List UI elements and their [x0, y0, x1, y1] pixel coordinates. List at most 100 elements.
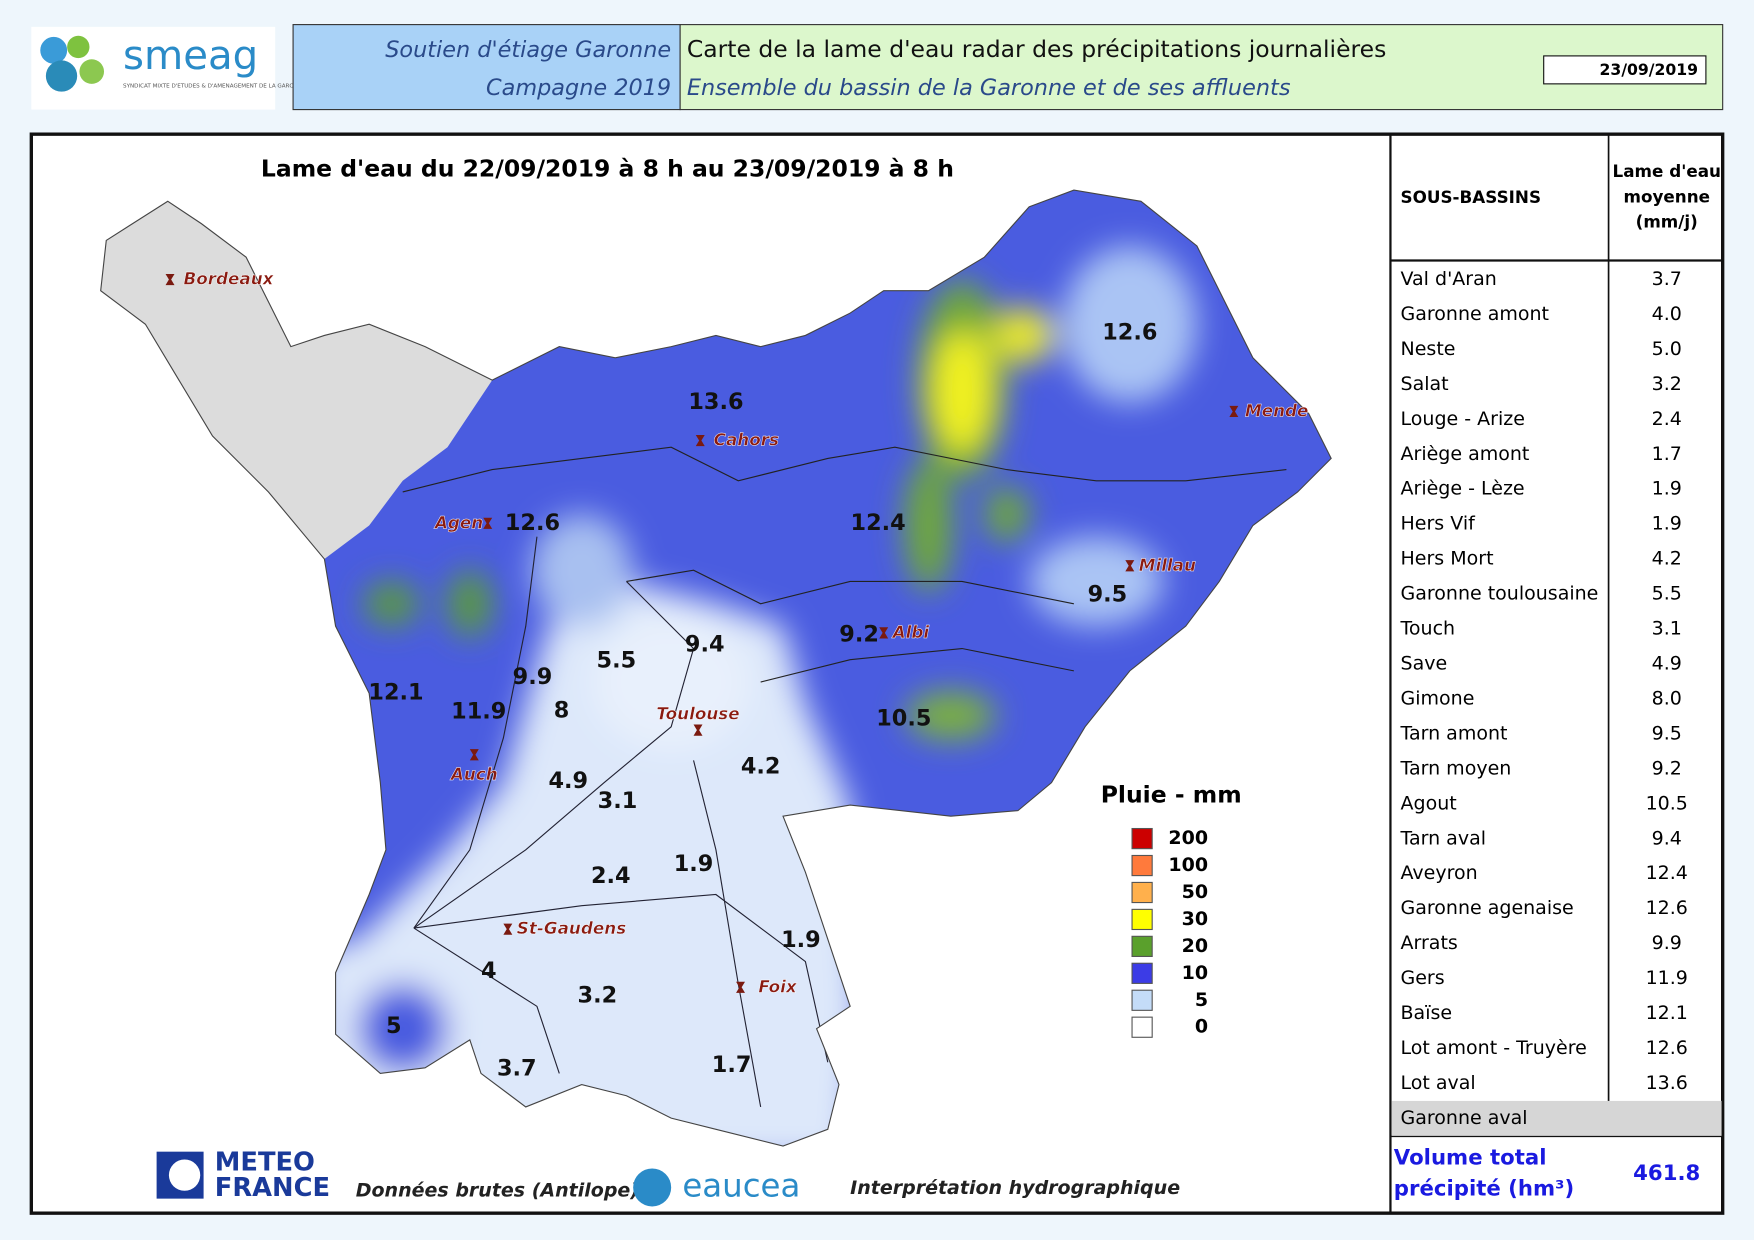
- logo-dot: [45, 60, 78, 92]
- date-box: [1543, 55, 1707, 85]
- table-header-value: (mm/j): [1636, 212, 1698, 232]
- row-value: 10.5: [1646, 792, 1688, 814]
- row-value: 4.2: [1652, 548, 1682, 570]
- row-value: 5.5: [1652, 583, 1682, 605]
- row-name: Louge - Arize: [1401, 408, 1525, 430]
- row-name: Lot amont - Truyère: [1401, 1037, 1587, 1059]
- row-value: 3.1: [1652, 618, 1682, 640]
- basin-value: 3.1: [598, 788, 638, 814]
- row-name: Garonne agenaise: [1401, 897, 1574, 919]
- campaign: Campagne 2019: [486, 75, 671, 101]
- row-name: Salat: [1401, 373, 1449, 395]
- row-name: Neste: [1401, 338, 1456, 360]
- basin-boundary: [402, 446, 1287, 493]
- logo-dot: [67, 35, 90, 59]
- basin-value: 4.9: [548, 768, 588, 794]
- place-marker: [483, 517, 493, 529]
- basin-boundary: [760, 647, 1074, 683]
- basin-value: 5.5: [597, 647, 637, 673]
- row-value: 12.6: [1646, 1037, 1688, 1059]
- total-label: précipité (hm³): [1394, 1177, 1574, 1202]
- meteo-logo-text: METEO: [215, 1147, 315, 1177]
- row-name: Aveyron: [1401, 862, 1478, 884]
- legend-swatch: [1131, 1016, 1153, 1038]
- footer-source: Données brutes (Antilope): [356, 1179, 639, 1201]
- place-label: Mende: [1245, 400, 1308, 420]
- legend-swatch: [1131, 962, 1153, 984]
- place-label: Bordeaux: [183, 269, 274, 289]
- basin-value: 8: [554, 698, 570, 724]
- row-value: 9.4: [1652, 827, 1682, 849]
- basin-value: 12.6: [505, 510, 560, 536]
- table-header-name: SOUS-BASSINS: [1401, 187, 1542, 207]
- basin-value: 12.4: [851, 510, 906, 536]
- place-marker: [1229, 405, 1239, 418]
- row-name: Val d'Aran: [1401, 268, 1497, 290]
- row-name: Garonne toulousaine: [1401, 583, 1599, 605]
- row-value: 8.0: [1652, 687, 1682, 709]
- row-shade: [1391, 1100, 1722, 1136]
- basin-value: 9.9: [513, 664, 553, 690]
- header-title: Carte de la lame d'eau radar des précipi…: [687, 35, 1386, 63]
- row-value: 1.9: [1652, 513, 1682, 535]
- table-header-value: Lame d'eau: [1613, 161, 1721, 181]
- logo-dot: [79, 59, 105, 84]
- basin-value: 12.1: [368, 680, 423, 706]
- legend-label: 100: [1168, 854, 1208, 876]
- row-name: Hers Mort: [1401, 548, 1494, 570]
- row-value: 4.9: [1652, 653, 1682, 675]
- place-label: Agen: [433, 512, 483, 532]
- header-left: [292, 24, 681, 111]
- basin-value: 9.2: [839, 622, 879, 648]
- place-marker: [693, 724, 703, 736]
- basin-value: 3.2: [578, 983, 618, 1009]
- program: Soutien d'étiage Garonne: [385, 37, 671, 63]
- row-name: Garonne aval: [1401, 1107, 1528, 1129]
- row-value: 3.2: [1652, 373, 1682, 395]
- row-name: Ariège - Lèze: [1401, 478, 1525, 500]
- place-label: Millau: [1139, 555, 1196, 575]
- row-name: Gimone: [1401, 687, 1475, 709]
- legend-swatch: [1131, 827, 1153, 850]
- legend-label: 30: [1182, 908, 1208, 930]
- footer-interpretation: Interprétation hydrographique: [850, 1177, 1180, 1199]
- place-marker: [736, 981, 746, 993]
- legend-swatch: [1131, 854, 1153, 877]
- basin-value: 13.6: [688, 389, 743, 415]
- row-name: Garonne amont: [1401, 303, 1550, 325]
- row-name: Tarn aval: [1400, 827, 1487, 849]
- place-marker: [879, 627, 889, 639]
- basin-value: 1.7: [712, 1052, 752, 1078]
- row-name: Gers: [1401, 967, 1445, 989]
- row-name: Hers Vif: [1401, 513, 1477, 535]
- logo-text: smeag: [123, 33, 258, 79]
- legend-label: 50: [1182, 881, 1208, 903]
- row-value: 13.6: [1646, 1072, 1688, 1094]
- basin-value: 9.4: [685, 632, 725, 658]
- row-value: 9.2: [1652, 757, 1682, 779]
- basin-outline: [100, 189, 1332, 1147]
- row-value: 3.7: [1652, 268, 1682, 290]
- row-value: 9.5: [1652, 722, 1682, 744]
- row-value: 1.9: [1652, 478, 1682, 500]
- row-value: 12.4: [1646, 862, 1688, 884]
- place-marker: [503, 923, 513, 935]
- row-value: 5.0: [1652, 338, 1682, 360]
- map-title: Lame d'eau du 22/09/2019 à 8 h au 23/09/…: [261, 154, 954, 182]
- basin-value: 4.2: [741, 754, 781, 780]
- header-subtitle: Ensemble du bassin de la Garonne et de s…: [687, 75, 1291, 101]
- eaucea-logo-mark: [633, 1168, 672, 1207]
- basin-value: 4: [481, 958, 497, 984]
- place-label: Albi: [891, 622, 930, 642]
- legend-title: Pluie - mm: [1101, 781, 1242, 809]
- row-name: Agout: [1401, 792, 1457, 814]
- total-value: 461.8: [1633, 1161, 1700, 1186]
- basin-value: 2.4: [591, 863, 631, 889]
- row-value: 1.7: [1652, 443, 1682, 465]
- rain-field: [313, 245, 1197, 1147]
- basin-value: 11.9: [451, 699, 506, 725]
- row-name: Save: [1401, 653, 1448, 675]
- basin-value: 1.9: [781, 927, 821, 953]
